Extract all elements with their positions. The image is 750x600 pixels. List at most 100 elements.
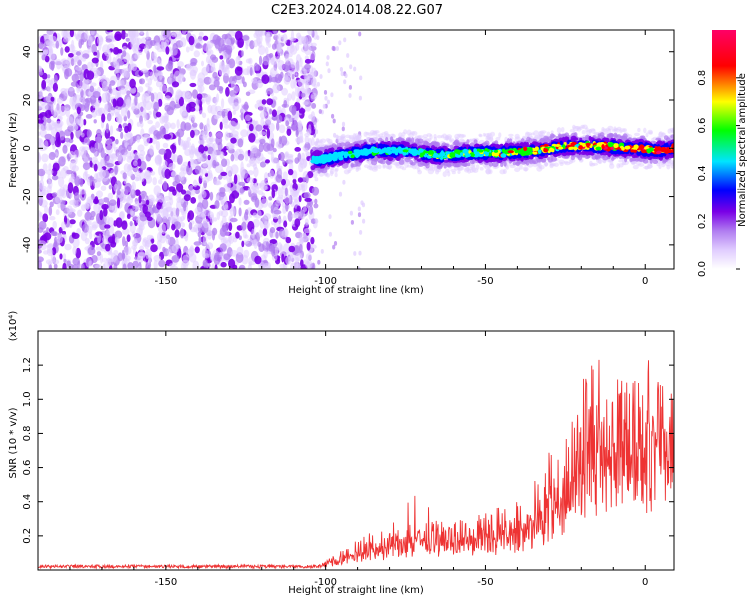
spectrogram-cell	[622, 128, 627, 133]
spectrogram-cell	[262, 185, 269, 191]
spectrogram-cell	[146, 234, 154, 240]
spectrogram-cell	[56, 97, 64, 104]
spectrogram-cell	[206, 117, 210, 128]
spectrogram-cell	[445, 135, 452, 141]
spectrogram-cell	[324, 95, 328, 101]
spectrogram-cell	[38, 152, 41, 163]
spectrogram-cell	[257, 45, 266, 56]
spectrogram-cell	[150, 244, 158, 253]
spectrogram-cell	[262, 55, 270, 66]
spectrogram-cell	[246, 177, 254, 184]
spectrogram-cell	[299, 233, 308, 243]
spectrogram-cell	[325, 61, 329, 67]
spectrogram-cell	[67, 182, 74, 194]
spectrogram-cell	[254, 62, 259, 71]
spectrogram-cell	[190, 58, 198, 65]
spectrogram-cell	[228, 222, 233, 232]
spectrogram-cell	[540, 130, 547, 134]
spectrogram-cell	[588, 128, 592, 134]
spectrogram-cell	[339, 67, 343, 72]
spectrogram-cell	[50, 104, 55, 115]
spectrogram-cell	[70, 81, 78, 87]
spectrogram-cell	[90, 147, 96, 154]
spectrogram-cell	[126, 90, 131, 96]
spectrogram-cell	[87, 246, 96, 256]
spectrogram-cell	[266, 98, 274, 106]
spectrogram-cell	[159, 84, 167, 92]
spectrogram-cell	[113, 263, 118, 269]
spectrogram-cell	[87, 225, 93, 234]
spectrogram-cell	[78, 188, 87, 195]
spectrogram-cell	[367, 165, 373, 170]
spectrogram-cell	[215, 131, 223, 139]
spectrogram-cell	[291, 107, 297, 116]
spectrogram-cell	[328, 231, 332, 237]
spectrogram-cell	[263, 213, 272, 220]
spectrogram-cell	[156, 66, 165, 71]
spectrogram-cell	[652, 159, 659, 164]
spectrogram-cell	[89, 216, 95, 221]
spectrogram-cell	[127, 110, 131, 119]
spectrogram-cell	[117, 252, 123, 262]
spectrogram-cell	[61, 221, 66, 231]
spectrogram-cell	[243, 199, 250, 205]
spectrogram-cell	[487, 158, 491, 163]
spectrogram-cell	[286, 128, 292, 136]
spectrogram-cell	[209, 191, 214, 201]
spectrogram-cell	[164, 95, 171, 101]
spectrogram-cell	[230, 250, 238, 257]
spectrogram-cell	[281, 229, 287, 241]
spectrogram-cell	[253, 218, 260, 228]
spectrogram-cell	[131, 135, 138, 142]
spectrogram-cell	[122, 263, 127, 269]
spectrogram-cell	[207, 154, 211, 161]
spectrogram-cell	[145, 199, 150, 206]
spectrogram-cell	[309, 51, 316, 61]
spectrogram-cell	[358, 95, 362, 101]
spectrogram-cell	[277, 42, 282, 52]
spectrogram-cell	[271, 109, 277, 117]
spectrogram-cell	[303, 227, 312, 234]
spectrogram-cell	[262, 262, 270, 269]
spectrogram-cell	[234, 156, 239, 161]
spectrogram-cell	[162, 246, 166, 253]
spectrogram-cell	[188, 221, 193, 230]
spectrogram-cell	[178, 96, 184, 107]
spectrogram-cell	[93, 51, 98, 56]
spectrogram-cell	[417, 135, 424, 139]
spectrogram-cell	[274, 73, 282, 84]
spectrogram-cell	[276, 121, 280, 131]
spectrogram-cell	[62, 253, 67, 260]
spectrogram-cell	[114, 31, 122, 41]
spectrogram-cell	[272, 30, 278, 34]
spectrogram-cell	[163, 134, 172, 140]
spectrogram-cell	[211, 263, 216, 269]
spectrogram-cell	[163, 153, 168, 161]
spectrogram-cell	[126, 213, 131, 219]
spectrogram-cell	[71, 39, 75, 51]
spectrogram-cell	[93, 119, 97, 124]
spectrogram-cell	[192, 179, 198, 188]
spectrogram-cell	[585, 136, 589, 140]
spectrogram-cell	[105, 123, 109, 134]
spectrogram-cell	[261, 99, 267, 105]
spectrogram-cell	[60, 47, 64, 56]
spectrogram-cell	[235, 231, 240, 239]
spectrogram-cell	[401, 167, 407, 171]
spectrogram-cell	[244, 150, 249, 162]
spectrogram-cell	[171, 170, 177, 177]
spectrogram-cell	[550, 134, 556, 138]
spectrogram-cell	[237, 153, 244, 161]
spectrogram-cell	[564, 161, 571, 166]
spectrogram-cell	[240, 50, 244, 57]
spectrogram-marks	[38, 30, 674, 269]
spectrogram-cell	[261, 192, 266, 199]
spectrogram-cell	[247, 170, 254, 176]
spectrogram-cell	[163, 195, 171, 201]
spectrogram-cell	[204, 94, 212, 103]
spectrogram-cell	[342, 179, 346, 185]
spectrogram-cell	[287, 93, 292, 101]
spectrogram-cell	[219, 151, 225, 160]
spectrogram-cell	[38, 42, 44, 50]
spectrogram-cell	[313, 203, 319, 209]
